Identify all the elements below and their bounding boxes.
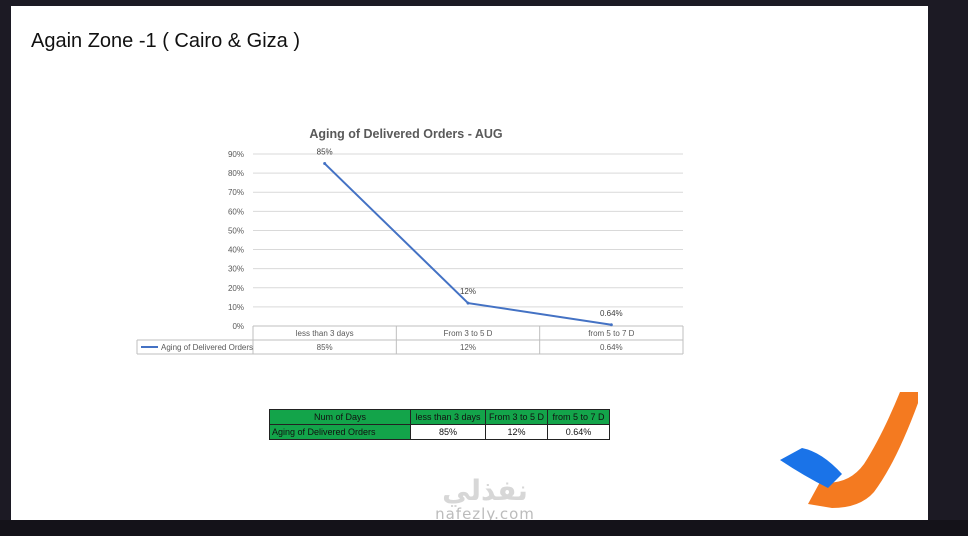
line-chart: Aging of Delivered Orders - AUG 0% 10% 20%… — [136, 127, 684, 355]
summary-header-cell: from 5 to 7 D — [547, 409, 610, 425]
summary-value-cell: 0.64% — [547, 424, 610, 440]
summary-table: Num of Days less than 3 days From 3 to 5… — [269, 409, 610, 440]
y-tick-label: 30% — [228, 265, 244, 274]
y-axis-ticks: 0% 10% 20% 30% 40% 50% 60% 70% 80% 90% — [228, 150, 244, 331]
data-table-value: 0.64% — [600, 343, 623, 352]
summary-header-cell: Num of Days — [269, 409, 411, 425]
summary-row-label: Aging of Delivered Orders — [269, 424, 411, 440]
x-category-label: from 5 to 7 D — [588, 329, 634, 338]
slide-canvas: Again Zone -1 ( Cairo & Giza ) Aging of … — [11, 6, 928, 520]
data-label: 12% — [460, 287, 476, 296]
summary-data-row: Aging of Delivered Orders 85% 12% 0.64% — [269, 424, 610, 440]
watermark: نفذلي nafezly.com — [425, 474, 545, 521]
nafezly-logo-icon — [780, 392, 918, 508]
data-labels: 85% 12% 0.64% — [317, 148, 623, 318]
y-tick-label: 90% — [228, 150, 244, 159]
summary-header-cell: less than 3 days — [410, 409, 486, 425]
watermark-arabic: نفذلي — [442, 474, 528, 507]
data-table-value: 12% — [460, 343, 476, 352]
data-point — [323, 162, 327, 166]
summary-header-cell: From 3 to 5 D — [485, 409, 548, 425]
y-tick-label: 0% — [232, 322, 244, 331]
data-label: 0.64% — [600, 309, 623, 318]
chart-data-table: less than 3 days From 3 to 5 D from 5 to 7… — [136, 325, 684, 355]
x-category-label: From 3 to 5 D — [444, 329, 493, 338]
data-point — [609, 323, 613, 327]
summary-value-cell: 85% — [410, 424, 486, 440]
chart-gridlines — [253, 153, 683, 327]
series-points — [323, 162, 613, 327]
y-tick-label: 20% — [228, 284, 244, 293]
y-tick-label: 40% — [228, 246, 244, 255]
y-tick-label: 60% — [228, 207, 244, 216]
watermark-latin: nafezly.com — [435, 505, 535, 520]
y-tick-label: 10% — [228, 303, 244, 312]
chart-title: Aging of Delivered Orders - AUG — [309, 127, 502, 141]
summary-header-row: Num of Days less than 3 days From 3 to 5… — [269, 409, 610, 425]
screen-bottom-bar — [0, 520, 968, 536]
x-category-label: less than 3 days — [296, 329, 354, 338]
summary-value-cell: 12% — [485, 424, 548, 440]
data-label: 85% — [317, 148, 333, 157]
y-tick-label: 70% — [228, 188, 244, 197]
data-point — [466, 301, 470, 305]
data-table-value: 85% — [317, 343, 333, 352]
slide-title: Again Zone -1 ( Cairo & Giza ) — [31, 30, 300, 52]
y-tick-label: 50% — [228, 226, 244, 235]
y-tick-label: 80% — [228, 169, 244, 178]
series-line — [323, 162, 612, 326]
legend-series-name: Aging of Delivered Orders — [161, 343, 253, 352]
